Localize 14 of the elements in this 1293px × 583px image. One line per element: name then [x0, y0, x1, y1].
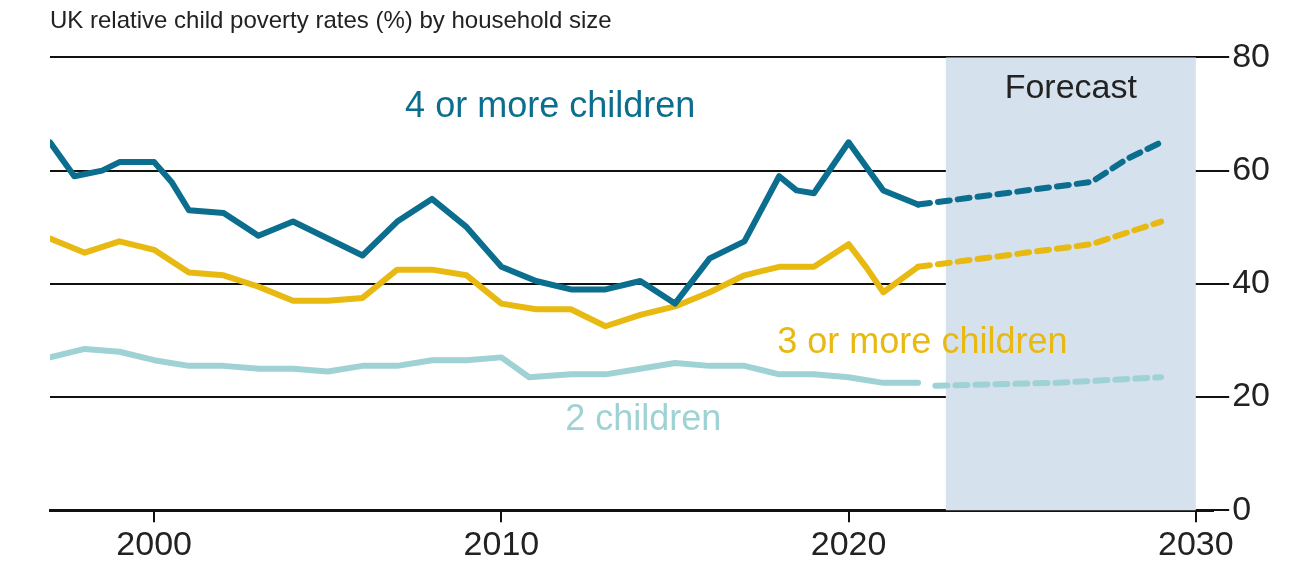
y-tick-label: 0 — [1232, 488, 1252, 527]
series-label: 3 or more children — [777, 319, 1068, 361]
y-tick-label: 40 — [1232, 262, 1271, 301]
y-tick-label: 20 — [1232, 375, 1271, 414]
y-tick-label: 60 — [1232, 148, 1271, 187]
x-tick-label: 2020 — [810, 523, 887, 562]
x-tick-label: 2010 — [463, 523, 540, 562]
x-tick-label: 2030 — [1158, 523, 1234, 562]
chart-title: UK relative child poverty rates (%) by household size — [50, 6, 613, 34]
series-label: 2 children — [565, 396, 722, 438]
x-tick-label: 2000 — [116, 523, 192, 562]
text: 4 or more children — [405, 84, 696, 126]
band-label: Forecast — [1004, 66, 1138, 105]
y-tick-label: 80 — [1232, 35, 1271, 74]
